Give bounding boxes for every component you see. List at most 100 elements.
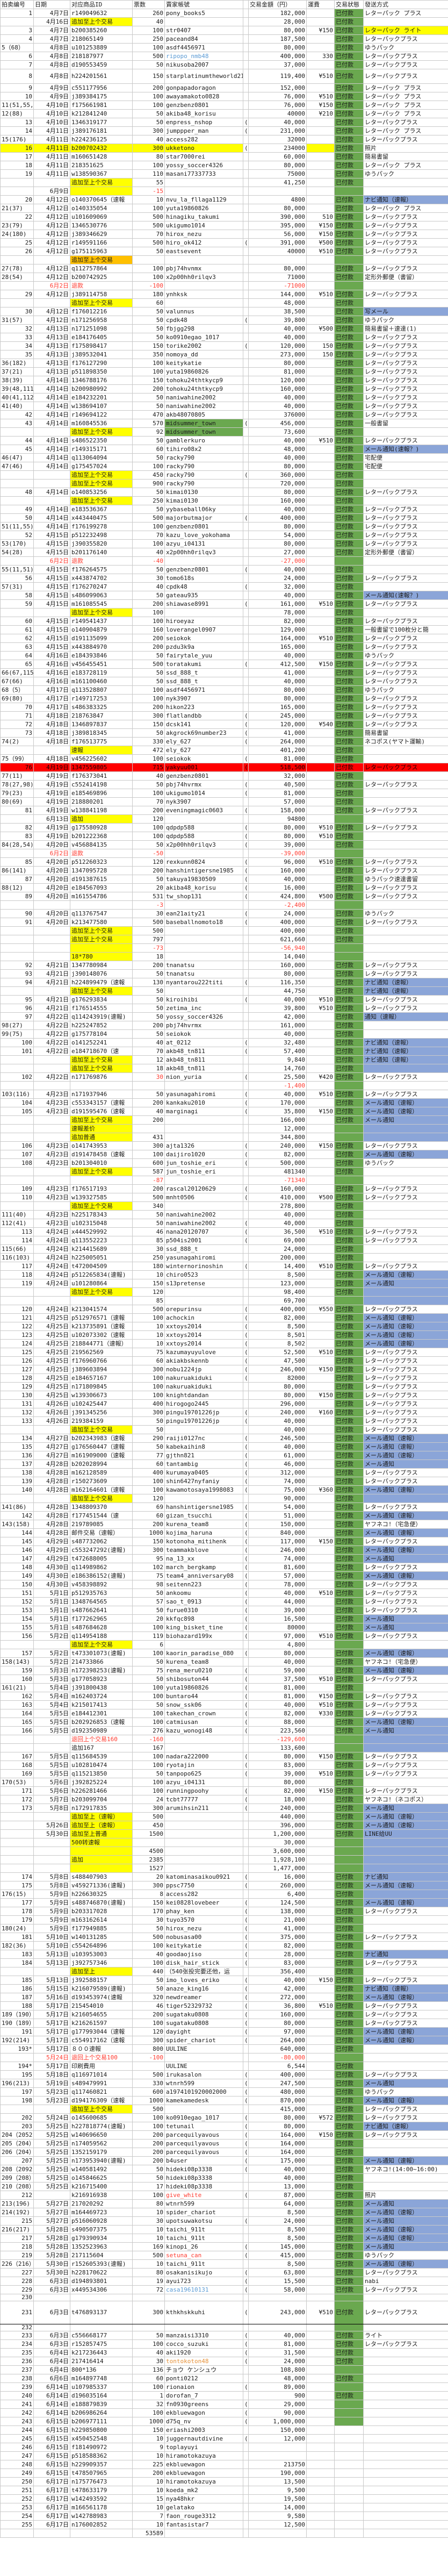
cell-product-id[interactable]: o140853256 <box>70 488 133 497</box>
cell-votes[interactable]: 10 <box>132 2503 165 2512</box>
cell-product-id[interactable]: 1352159179 <box>70 2148 133 2157</box>
cell-shipping-fee[interactable] <box>306 909 335 918</box>
cell-product-id[interactable]: 1346897837 <box>70 720 133 729</box>
cell-note[interactable] <box>243 1399 249 1408</box>
cell-note[interactable]: ( <box>243 1692 249 1701</box>
cell-shipping-fee[interactable] <box>306 144 335 153</box>
cell-status[interactable]: 已付款 <box>334 1141 364 1150</box>
cell-date[interactable]: 4月22日 <box>33 1047 70 1056</box>
cell-seller[interactable]: parcequilyavous <box>164 2130 243 2139</box>
cell-shipping-method[interactable] <box>363 943 448 953</box>
cell-shipping-method[interactable] <box>363 2511 448 2521</box>
cell-shipping-fee[interactable] <box>306 548 335 557</box>
cell-date[interactable] <box>33 178 70 187</box>
cell-shipping-method[interactable]: レターパックプラス <box>363 230 448 239</box>
cell-product-id[interactable]: v456455451 <box>70 660 133 669</box>
cell-product-id[interactable]: d196035164 <box>70 2391 133 2400</box>
cell-auction-no[interactable]: 141(86) <box>0 1502 34 1512</box>
cell-seller[interactable] <box>164 935 243 944</box>
cell-product-id[interactable]: r149591166 <box>70 238 133 247</box>
cell-amount[interactable]: 123,000 <box>248 1279 307 1288</box>
cell-date[interactable]: 4月19日 <box>33 789 70 798</box>
cell-shipping-method[interactable] <box>363 2520 448 2529</box>
cell-status[interactable]: 已付款 <box>334 1391 364 1400</box>
cell-votes[interactable] <box>132 1124 165 1133</box>
cell-status[interactable]: 已付款 <box>334 427 364 437</box>
cell-status[interactable] <box>334 2400 364 2409</box>
cell-auction-no[interactable]: 94 <box>0 978 34 987</box>
cell-date[interactable]: 4月29日 <box>33 1545 70 1555</box>
cell-shipping-fee[interactable]: ¥360 <box>306 1485 335 1494</box>
cell-shipping-fee[interactable] <box>306 780 335 789</box>
cell-seller[interactable]: takechan_crown <box>164 1709 243 1718</box>
cell-shipping-fee[interactable] <box>306 651 335 660</box>
cell-date[interactable]: 4月23日 <box>33 1219 70 1228</box>
cell-shipping-method[interactable] <box>363 2451 448 2460</box>
cell-note[interactable]: ( <box>243 1649 249 1658</box>
cell-note[interactable]: ( <box>243 599 249 609</box>
cell-votes[interactable]: 531 <box>132 892 165 901</box>
cell-seller[interactable]: jun_toshie_eri <box>164 1167 243 1176</box>
cell-product-id[interactable]: e185469896 <box>70 789 133 798</box>
cell-shipping-method[interactable]: レターパックプラス <box>363 359 448 368</box>
cell-shipping-fee[interactable] <box>306 935 335 944</box>
cell-auction-no[interactable]: 45 <box>0 445 34 454</box>
cell-note[interactable] <box>243 591 249 600</box>
cell-shipping-fee[interactable] <box>306 1915 335 1924</box>
cell-shipping-fee[interactable] <box>306 2234 335 2243</box>
cell-auction-no[interactable]: 178 <box>0 1907 34 1916</box>
cell-status[interactable]: 已付款 <box>334 1270 364 1279</box>
cell-seller[interactable]: nobu1224jp <box>164 1365 243 1374</box>
cell-shipping-method[interactable] <box>363 178 448 187</box>
cell-product-id[interactable]: s487732062 <box>70 1537 133 1546</box>
cell-seller[interactable]: kankaku2010 <box>164 1098 243 1107</box>
cell-status[interactable]: 已付款 <box>334 1279 364 1288</box>
cell-note[interactable] <box>243 427 249 437</box>
cell-amount[interactable]: 31,500 <box>248 2348 307 2357</box>
cell-shipping-fee[interactable] <box>306 2139 335 2148</box>
cell-shipping-fee[interactable]: 150 <box>306 350 335 359</box>
cell-votes[interactable]: 100 <box>132 1752 165 1761</box>
cell-seller[interactable]: na_13_xx <box>164 1554 243 1563</box>
cell-auction-no[interactable]: 183 <box>0 1950 34 1959</box>
cell-amount[interactable]: 158,000 <box>248 806 307 815</box>
cell-date[interactable]: 4月16日 <box>33 17 70 26</box>
cell-note[interactable]: ( <box>243 1184 249 1193</box>
cell-auction-no[interactable]: 87 <box>0 875 34 884</box>
cell-shipping-fee[interactable] <box>306 2122 335 2131</box>
cell-product-id[interactable]: h229909357 <box>70 2460 133 2469</box>
cell-status[interactable]: 已付款 <box>334 1047 364 1056</box>
cell-date[interactable]: 5月17日 <box>33 2036 70 2045</box>
cell-shipping-method[interactable]: メール通知（速報） <box>363 1098 448 1107</box>
cell-seller[interactable]: pzdu3k9a <box>164 642 243 652</box>
cell-status[interactable]: 已付款 <box>334 548 364 557</box>
cell-date[interactable]: 5月8日 <box>33 1804 70 1813</box>
cell-shipping-fee[interactable] <box>306 1640 335 1649</box>
cell-votes[interactable]: 12 <box>132 1055 165 1064</box>
cell-product-id[interactable]: t478633179 <box>70 2486 133 2495</box>
cell-votes[interactable]: 300 <box>132 144 165 153</box>
cell-votes[interactable]: 200 <box>132 1184 165 1193</box>
cell-auction-no[interactable]: 182(36) <box>0 1941 34 1950</box>
cell-note[interactable]: ( <box>243 1477 249 1486</box>
cell-shipping-fee[interactable] <box>306 2070 335 2079</box>
cell-date[interactable]: 4月18日 <box>33 720 70 729</box>
cell-auction-no[interactable]: 149 <box>0 1571 34 1580</box>
cell-auction-no[interactable]: 102 <box>0 1072 34 1082</box>
cell-seller[interactable]: gonpapadoragon <box>164 83 243 92</box>
cell-amount[interactable]: 24,000 <box>248 2357 307 2366</box>
cell-seller[interactable]: winternorinoshin <box>164 1262 243 1271</box>
cell-status[interactable]: 已付款 <box>334 2173 364 2183</box>
cell-votes[interactable]: 30 <box>132 2357 165 2366</box>
cell-product-id[interactable]: o141743953 <box>70 1141 133 1150</box>
cell-status[interactable]: 已付款 <box>334 1606 364 1615</box>
cell-auction-no[interactable]: 247 <box>0 2451 34 2460</box>
cell-auction-no[interactable] <box>0 470 34 480</box>
cell-date[interactable]: 6月15日 <box>33 2460 70 2469</box>
cell-note[interactable] <box>243 1270 249 1279</box>
cell-auction-no[interactable]: 184 <box>0 1958 34 1967</box>
cell-shipping-method[interactable]: レターパックプラス <box>363 212 448 221</box>
cell-auction-no[interactable]: 226（216） <box>0 2259 34 2269</box>
cell-product-id[interactable] <box>70 943 133 953</box>
cell-status[interactable]: 已付款 <box>334 2208 364 2217</box>
